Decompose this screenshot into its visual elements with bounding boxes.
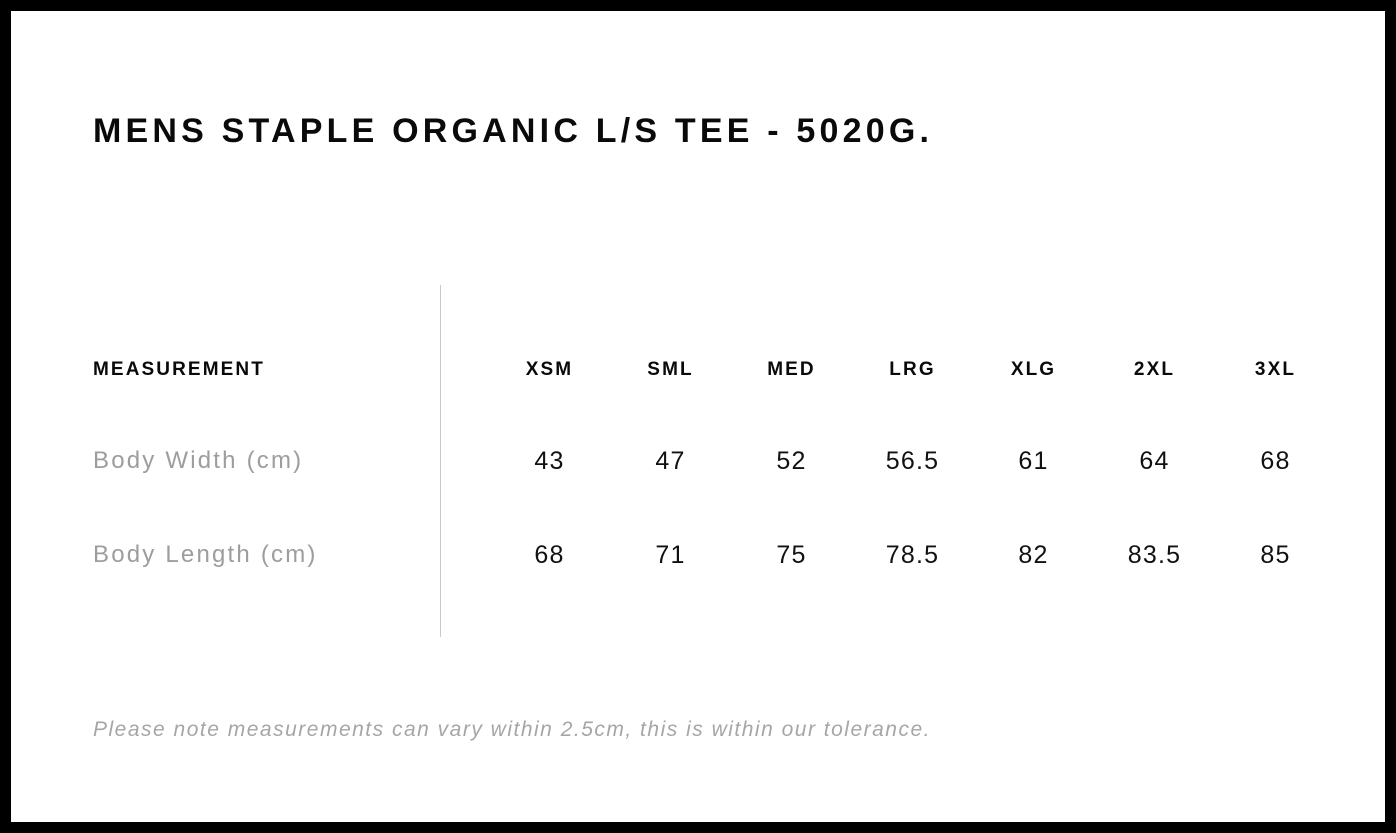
- table-row: Body Width (cm) 43 47 52 56.5 61 64 68: [11, 441, 1385, 481]
- cell-body-length-sml: 71: [655, 541, 686, 569]
- row-label-body-length: Body Length (cm): [93, 541, 318, 568]
- cell-body-width-lrg: 56.5: [885, 447, 940, 475]
- table-header-row: MEASUREMENT XSM SML MED LRG XLG 2XL 3XL: [11, 350, 1385, 390]
- cell-body-length-3xl: 85: [1260, 541, 1291, 569]
- column-header-size-sml: SML: [647, 359, 694, 380]
- tolerance-note: Please note measurements can vary within…: [93, 718, 932, 741]
- cell-body-width-3xl: 68: [1260, 447, 1291, 475]
- cell-body-length-xlg: 82: [1018, 541, 1049, 569]
- column-header-size-lrg: LRG: [889, 359, 936, 380]
- column-header-size-xsm: XSM: [525, 359, 574, 380]
- size-chart-table: MEASUREMENT XSM SML MED LRG XLG 2XL 3XL …: [11, 11, 1385, 822]
- cell-body-width-med: 52: [776, 447, 807, 475]
- size-chart-page: MENS STAPLE ORGANIC L/S TEE - 5020G. MEA…: [11, 11, 1385, 822]
- column-header-size-3xl: 3XL: [1254, 359, 1297, 380]
- column-divider: [440, 285, 441, 637]
- column-header-size-2xl: 2XL: [1133, 359, 1176, 380]
- cell-body-length-xsm: 68: [534, 541, 565, 569]
- column-header-measurement: MEASUREMENT: [93, 359, 265, 380]
- cell-body-width-xsm: 43: [534, 447, 565, 475]
- cell-body-length-2xl: 83.5: [1127, 541, 1182, 569]
- column-header-size-med: MED: [767, 359, 816, 380]
- row-label-body-width: Body Width (cm): [93, 447, 304, 474]
- cell-body-width-sml: 47: [655, 447, 686, 475]
- cell-body-length-med: 75: [776, 541, 807, 569]
- cell-body-length-lrg: 78.5: [885, 541, 940, 569]
- table-row: Body Length (cm) 68 71 75 78.5 82 83.5 8…: [11, 535, 1385, 575]
- cell-body-width-xlg: 61: [1018, 447, 1049, 475]
- column-header-size-xlg: XLG: [1010, 359, 1057, 380]
- page-title: MENS STAPLE ORGANIC L/S TEE - 5020G.: [93, 112, 934, 150]
- cell-body-width-2xl: 64: [1139, 447, 1170, 475]
